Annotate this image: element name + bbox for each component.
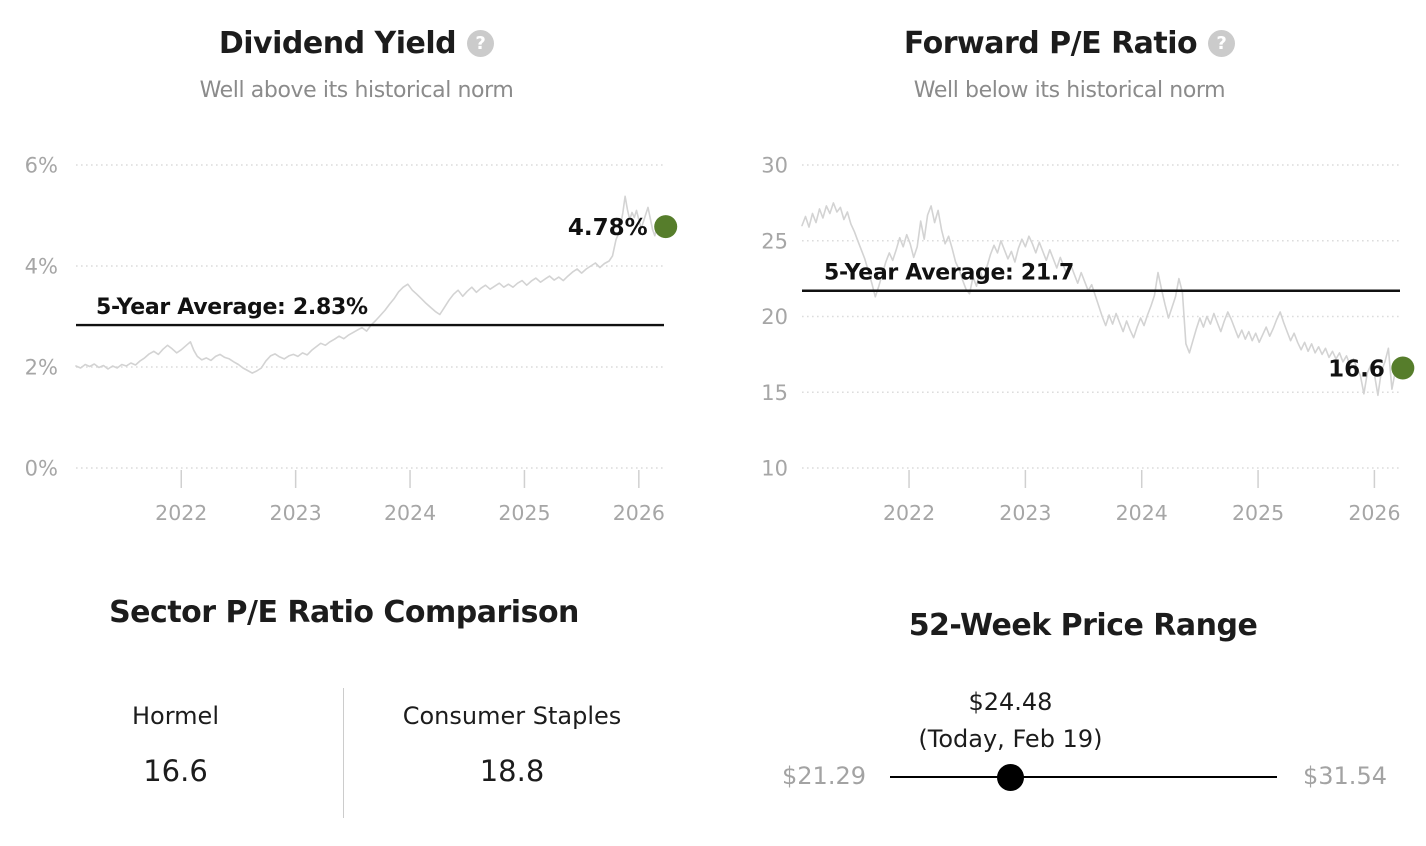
x-axis-label: 2026 [613,501,665,525]
dividend-yield-chart: 6% 4% 2% 0% 2022 2023 2024 2025 2026 5-Year Avera… [25,154,678,525]
help-icon[interactable]: ? [467,30,495,57]
dividend-yield-title-row: Dividend Yield ? [0,26,713,61]
x-axis-label: 2024 [384,501,436,525]
current-value-label: 16.6 [1328,357,1385,383]
y-axis-label: 4% [25,255,58,279]
x-axis-label: 2025 [1232,501,1284,525]
range-max-label: $31.54 [1303,762,1387,790]
price-range-track [890,776,1277,778]
x-axis-label: 2024 [1116,501,1168,525]
sector-value: 16.6 [143,754,208,788]
average-line-label: 5-Year Average: 21.7 [824,261,1074,286]
forward-pe-header: Forward P/E Ratio ? Well below its histo… [713,26,1426,103]
current-value-dot [1391,356,1415,380]
forward-pe-title: Forward P/E Ratio [903,26,1198,61]
forward-pe-title-row: Forward P/E Ratio ? [713,26,1426,61]
sector-value: 18.8 [479,754,545,788]
x-axis-label: 2022 [155,501,207,525]
y-axis-label: 30 [761,154,788,178]
sector-comparison-title: Sector P/E Ratio Comparison [109,595,579,630]
y-axis-label: 20 [761,305,788,329]
price-range-panel: 52-Week Price Range $24.48 (Today, Feb 1… [740,595,1426,845]
range-min-label: $21.29 [782,762,866,790]
sector-col-consumer-staples: Consumer Staples 18.8 [344,688,680,818]
dividend-yield-header: Dividend Yield ? Well above its historic… [0,26,713,103]
x-axis-label: 2023 [999,501,1051,525]
current-price-note: (Today, Feb 19) [918,725,1103,753]
dividend-yield-subtitle: Well above its historical norm [199,78,514,103]
current-price: $24.48 [968,688,1053,716]
sector-comparison-table: Hormel 16.6 Consumer Staples 18.8 [8,688,680,818]
series-line [801,202,1400,397]
sector-name: Consumer Staples [402,702,622,730]
current-value-label: 4.78% [568,215,648,241]
x-axis-label: 2026 [1348,501,1400,525]
current-value-dot [654,215,678,239]
y-axis-label: 2% [25,356,58,380]
dividend-yield-title: Dividend Yield [218,26,457,61]
sector-col-hormel: Hormel 16.6 [8,688,344,818]
forward-pe-chart: 30 25 20 15 10 2022 2023 2024 2025 2026 5-Year Ave… [761,154,1415,525]
y-axis-label: 15 [761,381,788,405]
price-range-marker [996,763,1024,791]
y-axis-label: 6% [25,154,58,178]
x-axis-label: 2023 [270,501,322,525]
sector-name: Hormel [132,702,219,730]
price-range-title: 52-Week Price Range [908,608,1258,643]
average-line-label: 5-Year Average: 2.83% [96,295,368,320]
y-axis-label: 10 [761,457,788,481]
series-line [75,195,663,374]
x-axis-label: 2025 [498,501,550,525]
y-axis-label: 0% [25,457,58,481]
x-axis-label: 2022 [883,501,935,525]
forward-pe-subtitle: Well below its historical norm [913,78,1226,103]
sector-pe-comparison: Sector P/E Ratio Comparison Hormel 16.6 … [8,595,680,818]
y-axis-label: 25 [761,229,788,253]
help-icon[interactable]: ? [1208,30,1236,57]
